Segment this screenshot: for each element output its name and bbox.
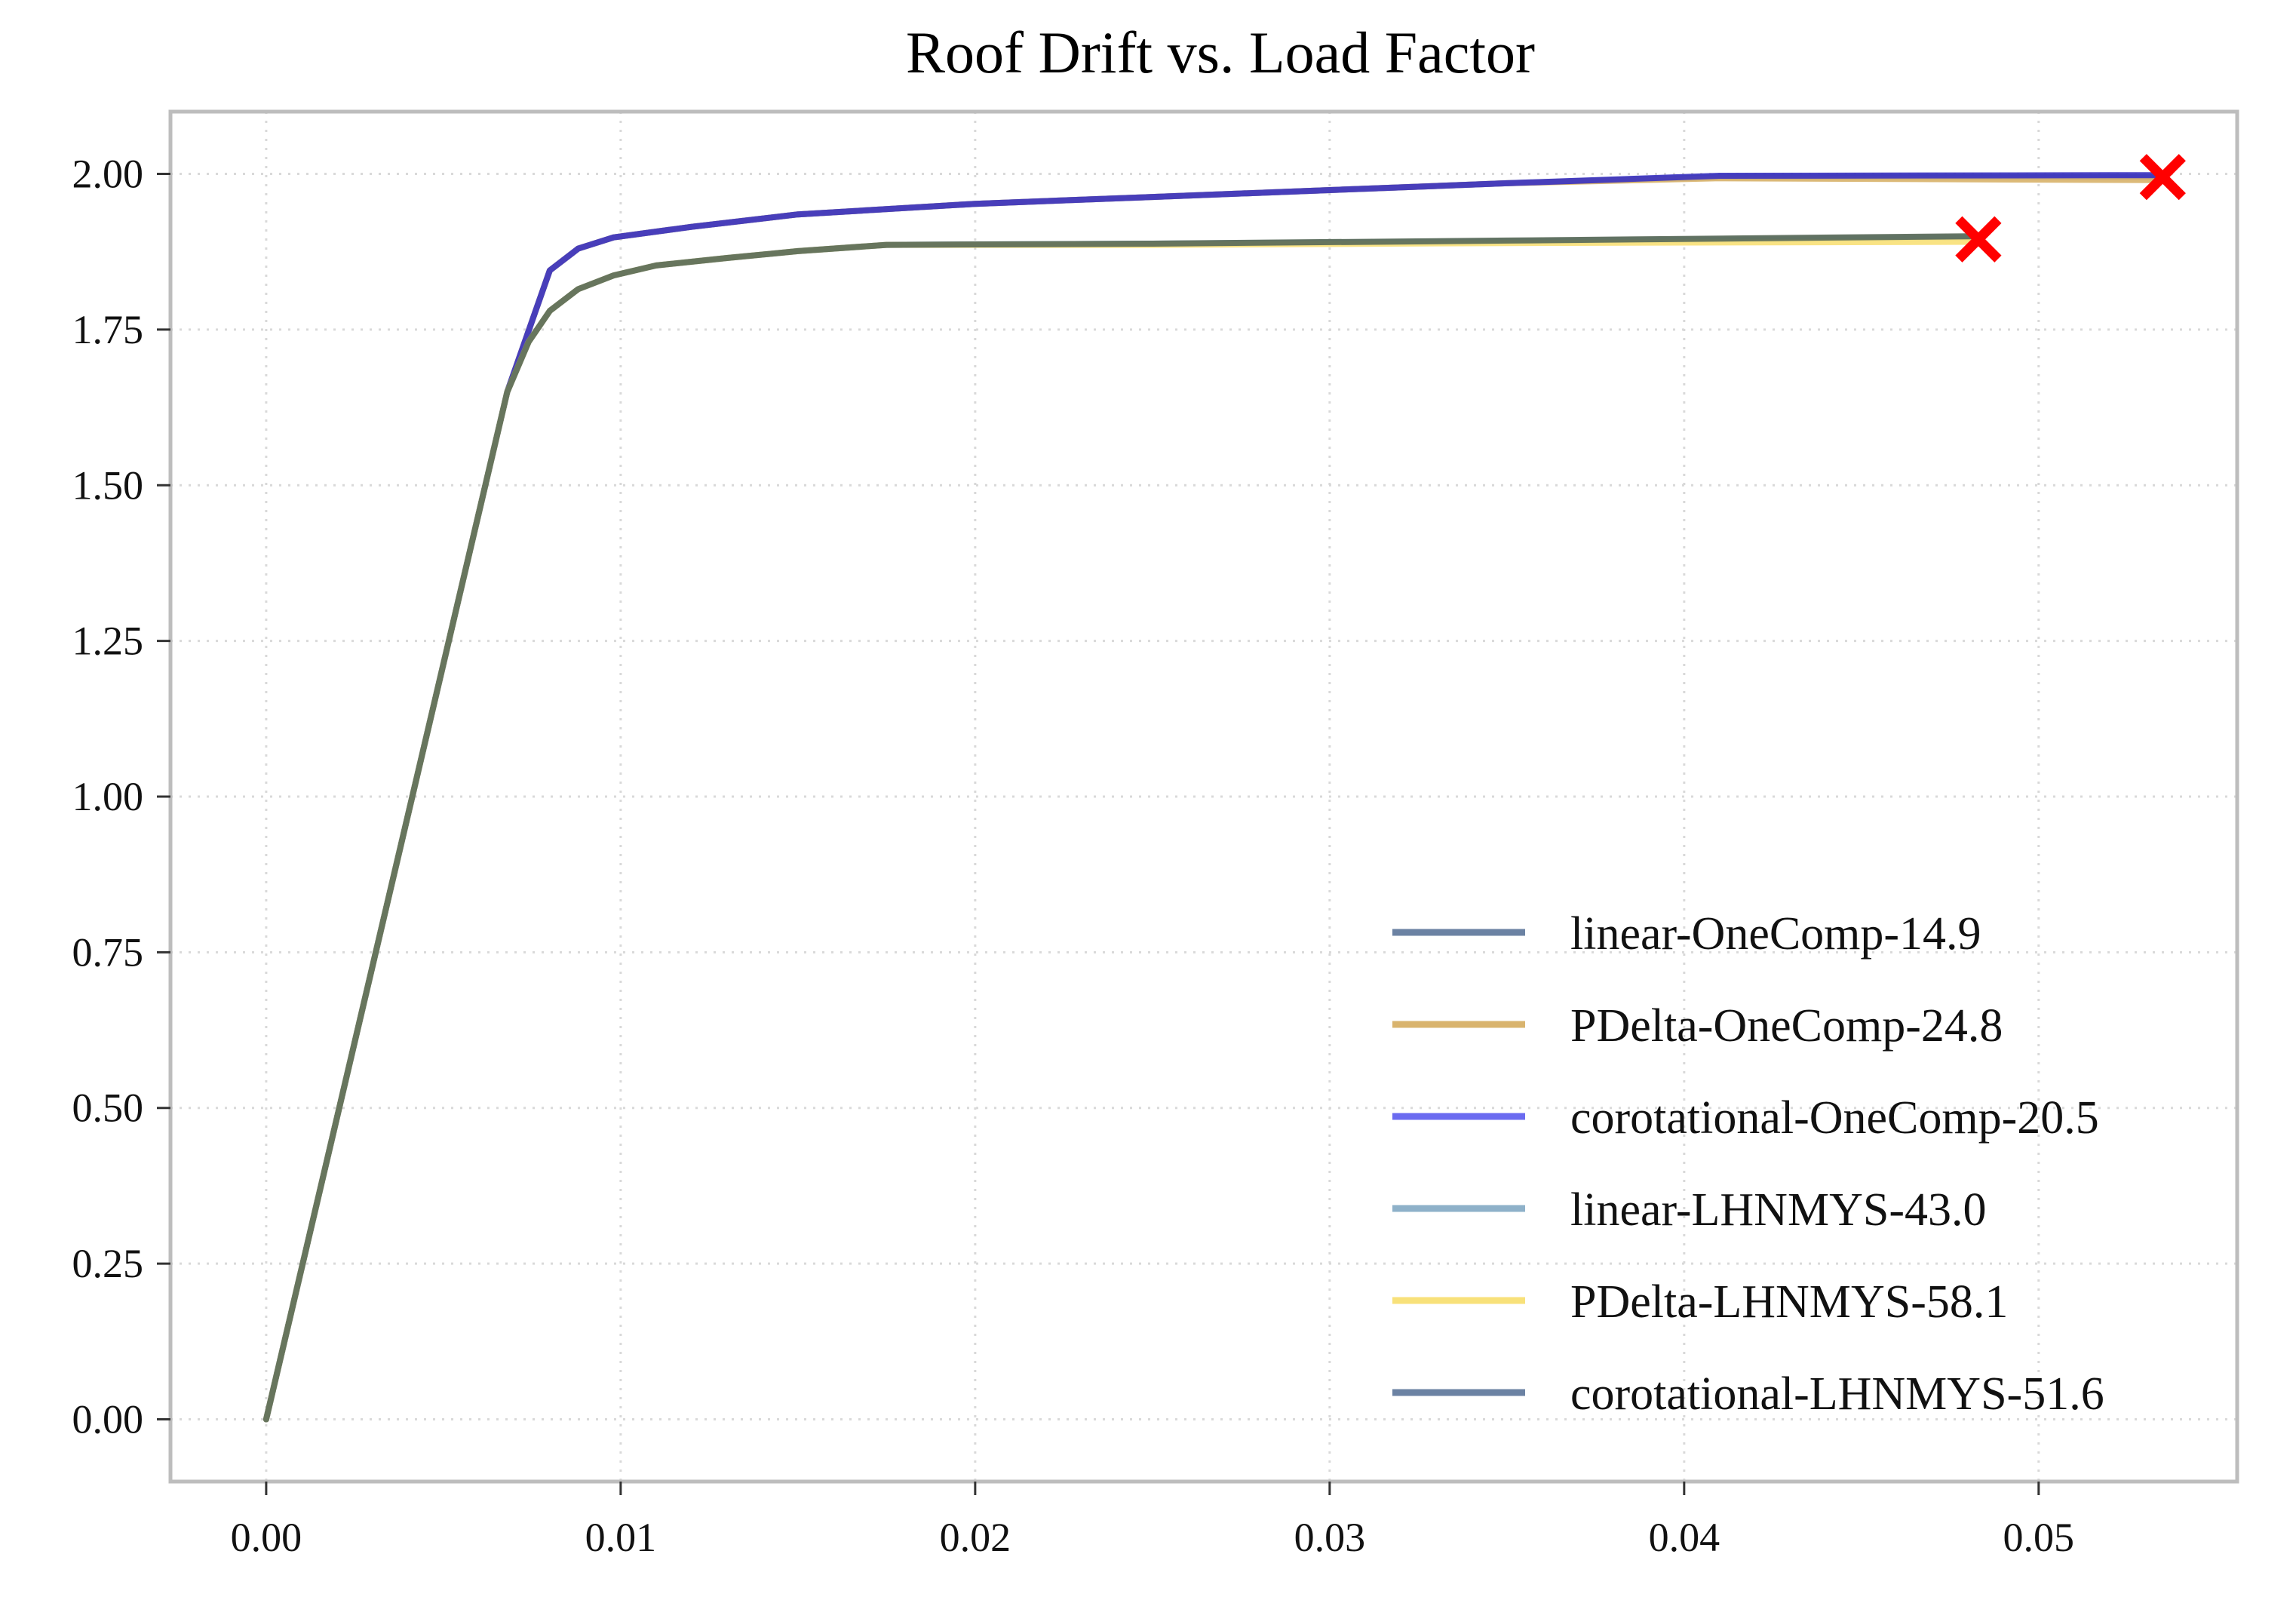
legend-item: corotational-LHNMYS-51.6 [1392,1368,2104,1420]
legend-item: PDelta-LHNMYS-58.1 [1392,1276,2008,1328]
y-tick-label: 0.25 [72,1241,144,1286]
series-line-corotational-onecomp-20-5 [262,172,2166,1423]
legend-label: PDelta-LHNMYS-58.1 [1570,1276,2008,1328]
x-tick-label: 0.01 [585,1515,657,1560]
legend-item: corotational-OneComp-20.5 [1392,1092,2099,1144]
chart-title: Roof Drift vs. Load Factor [906,20,1535,85]
legend-label: linear-LHNMYS-43.0 [1570,1184,1987,1236]
x-tick-label: 0.04 [1649,1515,1720,1560]
y-tick-label: 1.50 [72,462,144,508]
legend-item: linear-OneComp-14.9 [1392,908,1981,960]
x-tick-label: 0.03 [1294,1515,1366,1560]
y-axis-ticks: 0.00 0.25 0.50 0.75 1.00 1.25 1.50 1.75 2.00 [72,152,170,1442]
legend-label: PDelta-OneComp-24.8 [1570,1000,2003,1052]
y-tick-label: 0.00 [72,1396,144,1442]
grid-layer [170,112,2237,1482]
y-tick-label: 2.00 [72,152,144,197]
y-tick-label: 1.00 [72,774,144,819]
series-layer [262,172,2166,1423]
series-line-pdelta-lhnmys-58-1 [262,238,1981,1423]
legend-label: corotational-OneComp-20.5 [1570,1092,2099,1144]
legend-item: linear-LHNMYS-43.0 [1392,1184,1987,1236]
y-tick-label: 0.75 [72,929,144,975]
y-tick-label: 1.75 [72,307,144,352]
series-line-linear-lhnmys-43-0 [262,234,1981,1423]
marker-layer [1955,154,2186,263]
legend-label: linear-OneComp-14.9 [1570,908,1981,960]
series-line-corotational-lhnmys-51-6 [262,233,1981,1423]
failure-marker [1955,216,2002,263]
legend-item: PDelta-OneComp-24.8 [1392,1000,2003,1052]
legend: linear-OneComp-14.9 PDelta-OneComp-24.8 co… [1392,908,2104,1420]
failure-marker [2139,154,2186,201]
x-tick-label: 0.00 [231,1515,302,1560]
x-tick-label: 0.05 [2003,1515,2075,1560]
y-tick-label: 0.50 [72,1086,144,1131]
legend-label: corotational-LHNMYS-51.6 [1570,1368,2104,1420]
x-tick-label: 0.02 [940,1515,1011,1560]
y-tick-label: 1.25 [72,619,144,664]
x-axis-ticks: 0.00 0.01 0.02 0.03 0.04 0.05 [231,1482,2074,1560]
